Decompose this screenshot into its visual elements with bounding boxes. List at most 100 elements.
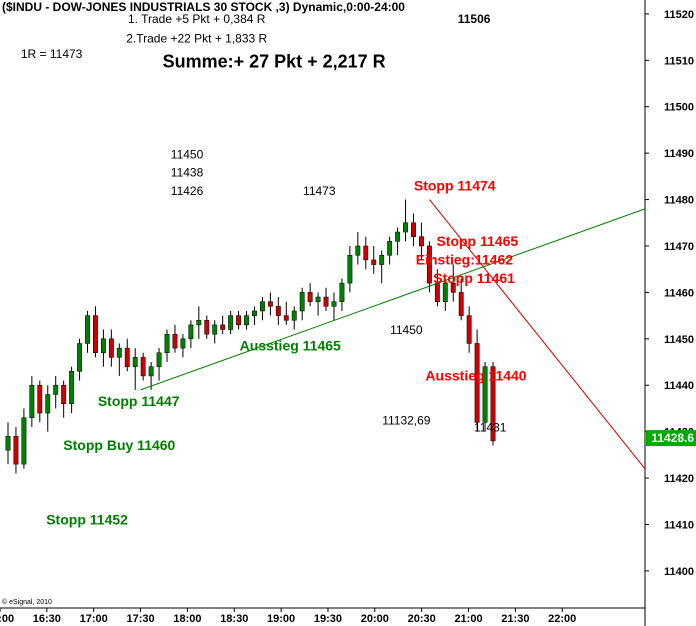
x-tick-label: 16:00 <box>0 613 14 625</box>
last-price-badge: 11428.6 <box>646 430 696 447</box>
candle-body <box>379 255 385 265</box>
candle-body <box>100 338 106 353</box>
candle-body <box>164 333 170 353</box>
annotation-label: Ausstieg 11465 <box>240 337 341 353</box>
annotation-label: 1R = 11473 <box>21 47 83 61</box>
annotation-label: 11431 <box>474 421 507 435</box>
annotation-label: 11426 <box>171 184 204 198</box>
y-tick-label: 11490 <box>664 148 694 160</box>
candle-body <box>108 338 114 358</box>
annotation-label: Stopp 11447 <box>98 393 180 409</box>
chart-title: ($INDU - DOW-JONES INDUSTRIALS 30 STOCK … <box>2 0 405 14</box>
candle-body <box>283 315 289 321</box>
candle-body <box>347 255 353 284</box>
candle-body <box>442 282 448 302</box>
x-tick-label: 21:00 <box>454 613 482 625</box>
candle-body <box>204 319 210 335</box>
candle-body <box>156 352 162 367</box>
annotations: 1. Trade +5 Pkt + 0,384 R 2.Trade +22 Pkt… <box>21 12 527 527</box>
candle-body <box>339 282 345 302</box>
candle-body <box>236 315 242 326</box>
candle-body <box>323 296 329 307</box>
candle-body <box>45 394 51 414</box>
y-tick-label: 11470 <box>664 241 694 253</box>
candle-body <box>61 384 67 405</box>
candle-body <box>331 301 337 307</box>
candle-body <box>490 366 496 442</box>
y-tick-label: 11480 <box>664 195 694 207</box>
candle-body <box>291 310 297 321</box>
candle-body <box>212 324 218 335</box>
candle-body <box>315 296 321 302</box>
annotation-label: 11473 <box>303 184 336 198</box>
candle-body <box>53 384 59 395</box>
candle-body <box>426 245 432 284</box>
candle-body <box>180 338 186 349</box>
candle-body <box>220 324 226 330</box>
candle-body <box>29 384 35 418</box>
y-tick-label: 11440 <box>664 380 694 392</box>
candle-body <box>228 315 234 330</box>
x-tick-label: 19:30 <box>314 613 342 625</box>
x-tick-label: 22:00 <box>548 613 576 625</box>
candle-body <box>307 292 313 302</box>
candle-body <box>387 241 393 256</box>
candle-body <box>5 436 11 451</box>
candle-body <box>132 357 138 367</box>
resistance-trendline <box>429 199 646 470</box>
candle-body <box>411 222 416 237</box>
last-price-badge-box <box>646 430 696 447</box>
y-tick-label: 11500 <box>664 102 694 114</box>
candle-body <box>466 315 472 344</box>
candles <box>5 199 496 474</box>
annotation-label: 11450 <box>390 323 423 337</box>
candle-body <box>395 231 401 242</box>
candle-body <box>77 343 82 372</box>
candle-body <box>69 371 75 405</box>
x-tick-label: 20:00 <box>361 613 389 625</box>
candle-body <box>244 315 249 326</box>
y-tick-label: 11450 <box>664 334 694 346</box>
candle-body <box>363 245 369 261</box>
candle-body <box>13 436 19 465</box>
candle-body <box>267 301 273 307</box>
candle-body <box>299 292 305 312</box>
candle-body <box>21 417 27 465</box>
x-tick-label: 17:30 <box>126 613 154 625</box>
candle-body <box>140 357 146 377</box>
candle-body <box>172 333 178 349</box>
candle-body <box>85 315 90 344</box>
annotation-label: 1. Trade +5 Pkt + 0,384 R <box>128 12 266 26</box>
annotation-label: Stopp 11465 <box>436 233 518 249</box>
x-tick-label: 18:00 <box>173 613 201 625</box>
candle-body <box>93 315 98 353</box>
candle-body <box>148 366 154 377</box>
y-tick-label: 11510 <box>664 55 694 67</box>
copyright-label: © eSignal, 2010 <box>2 598 52 606</box>
candle-body <box>450 282 456 293</box>
candle-body <box>124 347 130 367</box>
annotation-label: 11438 <box>171 165 204 179</box>
y-tick-label: 11400 <box>664 566 694 578</box>
y-tick-label: 11410 <box>664 519 694 531</box>
candle-body <box>482 366 488 423</box>
candle-body <box>355 245 361 256</box>
x-tick-label: 18:30 <box>220 613 248 625</box>
candle-body <box>458 292 464 316</box>
candle-body <box>259 301 265 312</box>
x-tick-label: 21:30 <box>501 613 529 625</box>
annotation-label: Summe:+ 27 Pkt + 2,217 R <box>163 51 386 71</box>
annotation-label: 11450 <box>171 148 204 162</box>
candle-body <box>37 384 43 414</box>
annotation-label: 11506 <box>458 12 491 26</box>
candle-body <box>275 306 281 316</box>
candle-body <box>371 259 377 265</box>
last-price-label: 11428.6 <box>651 431 694 445</box>
annotation-label: 11132,69 <box>382 414 431 428</box>
candle-body <box>188 324 194 340</box>
candle-body <box>116 347 122 358</box>
candle-body <box>403 222 408 233</box>
y-tick-label: 11420 <box>664 473 694 485</box>
annotation-label: Ausstieg 11440 <box>425 368 526 384</box>
